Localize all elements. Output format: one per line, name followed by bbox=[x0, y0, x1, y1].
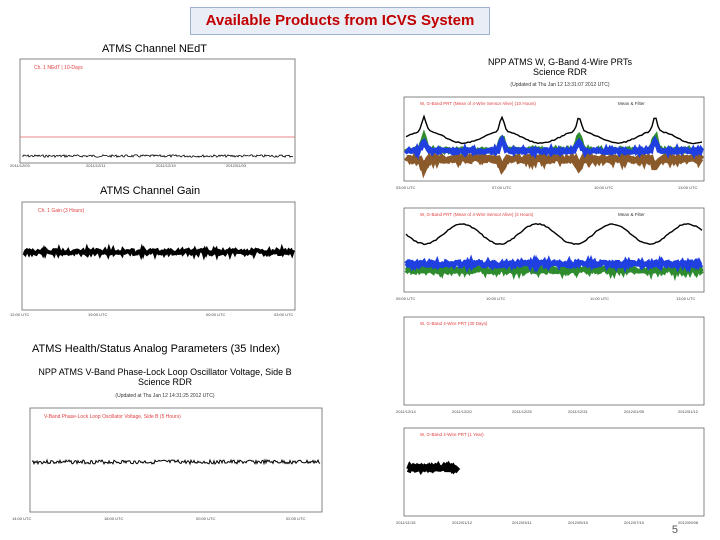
svg-text:00:00 UTC: 00:00 UTC bbox=[196, 516, 215, 521]
svg-text:2012/01/12: 2012/01/12 bbox=[452, 520, 473, 525]
prt4-legend: W, G-Band 4-Wire PRT (1 Year) bbox=[420, 432, 484, 437]
svg-text:18:00 UTC: 18:00 UTC bbox=[104, 516, 123, 521]
svg-text:12:00 UTC: 12:00 UTC bbox=[10, 312, 29, 317]
prt-title: NPP ATMS W, G-Band 4-Wire PRTs bbox=[487, 57, 633, 67]
svg-text:09:00 UTC: 09:00 UTC bbox=[396, 296, 415, 301]
prt3-legend: W, G-Band 4-Wire PRT (30 Days) bbox=[420, 321, 488, 326]
prt2-series-blue bbox=[404, 254, 704, 274]
prt1-series-blue bbox=[404, 134, 705, 161]
prt-plot-4: W, G-Band 4-Wire PRT (1 Year) 2011/11/15… bbox=[396, 427, 705, 525]
gain-series-band bbox=[22, 243, 295, 261]
svg-text:13:00 UTC: 13:00 UTC bbox=[678, 185, 697, 190]
pll-series-line bbox=[31, 458, 321, 466]
svg-text:2011/12/03: 2011/12/03 bbox=[10, 163, 30, 168]
svg-text:2011/12/31: 2011/12/31 bbox=[568, 409, 588, 414]
svg-text:19:00 UTC: 19:00 UTC bbox=[88, 312, 107, 317]
nedt-plot-frame bbox=[19, 58, 296, 164]
prt-plot-1: W, G-Band PRT (Mean of 4-Wire Sensor Ali… bbox=[396, 96, 705, 190]
svg-text:2011/12/14: 2011/12/14 bbox=[396, 409, 416, 414]
svg-text:02:00 UTC: 02:00 UTC bbox=[286, 516, 305, 521]
prt-key-mean-2: Mean & Filter bbox=[618, 212, 645, 217]
svg-text:2012/01/03: 2012/01/03 bbox=[226, 163, 247, 168]
svg-text:2011/12/25: 2011/12/25 bbox=[512, 409, 532, 414]
svg-text:2012/07/10: 2012/07/10 bbox=[624, 520, 645, 525]
banner-title: Available Products from ICVS System bbox=[190, 7, 490, 35]
svg-text:03:00 UTC: 03:00 UTC bbox=[396, 185, 415, 190]
svg-text:03:00 UTC: 03:00 UTC bbox=[274, 312, 293, 317]
prt1-series-brown bbox=[403, 147, 705, 179]
prt2-series-green bbox=[404, 259, 704, 282]
svg-text:11:00 UTC: 11:00 UTC bbox=[590, 296, 609, 301]
svg-text:2011/12/11: 2011/12/11 bbox=[86, 163, 106, 168]
prt-subtitle: Science RDR bbox=[532, 67, 588, 77]
prt4-series-line bbox=[406, 460, 461, 476]
svg-text:2012/01/12: 2012/01/12 bbox=[678, 409, 699, 414]
pll-legend: V-Band Phase-Lock Loop Oscillator Voltag… bbox=[44, 414, 181, 420]
svg-text:2012/09/08: 2012/09/08 bbox=[678, 520, 699, 525]
section-label-gain: ATMS Channel Gain bbox=[100, 185, 201, 197]
gain-legend: Ch. 1 Gain (3 Hours) bbox=[38, 208, 84, 214]
svg-text:2011/12/19: 2011/12/19 bbox=[156, 163, 176, 168]
pll-plot: V-Band Phase-Lock Loop Oscillator Voltag… bbox=[12, 407, 323, 521]
nedt-plot: Ch. 1 NEdT | 10-Days 2011/12/03 2011/12/… bbox=[10, 58, 296, 168]
page-number: 5 bbox=[671, 524, 678, 536]
nedt-series-line bbox=[21, 154, 294, 158]
prt-plot-3: W, G-Band 4-Wire PRT (30 Days) 2011/12/1… bbox=[396, 316, 705, 414]
nedt-legend: Ch. 1 NEdT | 10-Days bbox=[34, 65, 83, 71]
svg-text:2012/05/10: 2012/05/10 bbox=[568, 520, 589, 525]
prt-updated: (Updated at Thu Jan 12 13:31:07 2012 UTC… bbox=[510, 82, 610, 88]
prt-legend-2: W, G-Band PRT (Mean of 4-Wire Sensor Ali… bbox=[420, 212, 534, 217]
pll-title: NPP ATMS V-Band Phase-Lock Loop Oscillat… bbox=[38, 367, 292, 377]
svg-text:10:00 UTC: 10:00 UTC bbox=[486, 296, 505, 301]
prt-key-mean: Mean & Filter bbox=[618, 101, 645, 106]
svg-text:2012/01/05: 2012/01/05 bbox=[624, 409, 645, 414]
pll-plot-frame bbox=[29, 407, 323, 513]
prt-plot-2: W, G-Band PRT (Mean of 4-Wire Sensor Ali… bbox=[396, 207, 705, 301]
prt-legend-1: W, G-Band PRT (Mean of 4-Wire Sensor Ali… bbox=[420, 101, 536, 106]
svg-text:14:00 UTC: 14:00 UTC bbox=[12, 516, 31, 521]
svg-text:10:00 UTC: 10:00 UTC bbox=[594, 185, 613, 190]
pll-updated: (Updated at Thu Jan 12 14:31:25 2012 UTC… bbox=[115, 393, 215, 399]
section-label-nedt: ATMS Channel NEdT bbox=[102, 43, 207, 55]
gain-plot-frame bbox=[21, 201, 296, 311]
svg-text:00:00 UTC: 00:00 UTC bbox=[206, 312, 225, 317]
svg-text:2011/11/15: 2011/11/15 bbox=[396, 520, 416, 525]
pll-subtitle: Science RDR bbox=[137, 377, 193, 387]
section-label-health: ATMS Health/Status Analog Parameters (35… bbox=[32, 343, 281, 355]
prt1-series-black bbox=[405, 114, 703, 145]
svg-text:2012/03/11: 2012/03/11 bbox=[512, 520, 532, 525]
svg-text:2011/12/20: 2011/12/20 bbox=[452, 409, 472, 414]
svg-text:07:00 UTC: 07:00 UTC bbox=[492, 185, 511, 190]
svg-text:13:00 UTC: 13:00 UTC bbox=[676, 296, 695, 301]
gain-plot: Ch. 1 Gain (3 Hours) 12:00 UTC 19:00 UTC… bbox=[10, 201, 296, 317]
prt2-series-black bbox=[405, 222, 703, 246]
